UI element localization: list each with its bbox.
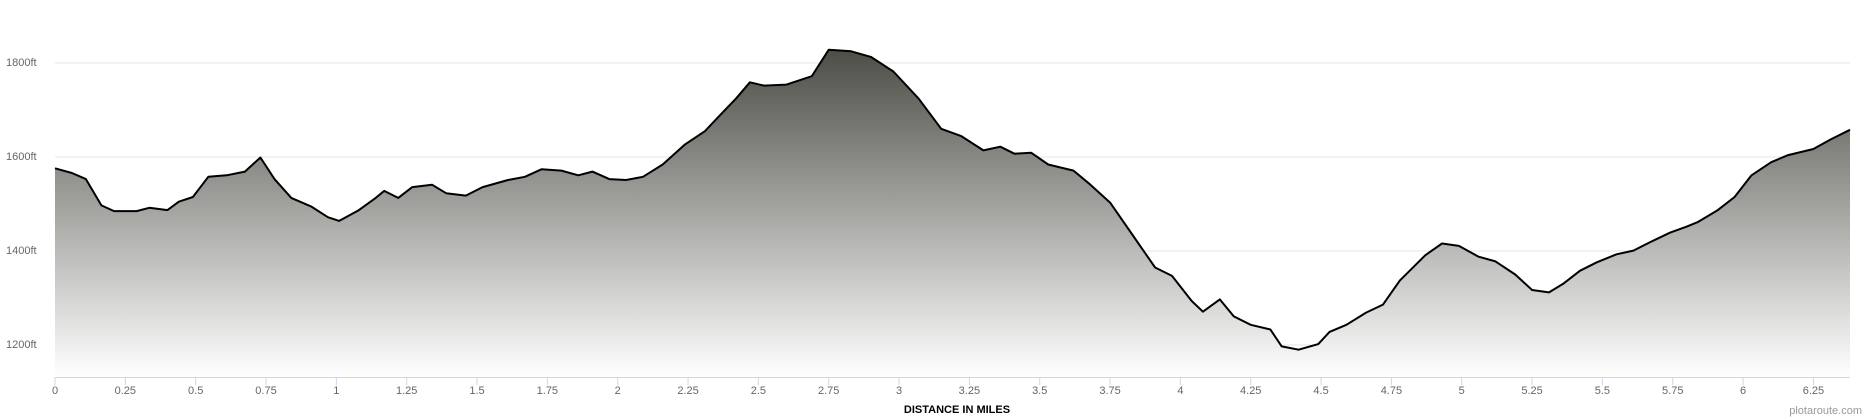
- credit: plotaroute.com: [1789, 405, 1862, 417]
- x-tick-label: 4.75: [1381, 385, 1402, 397]
- x-tick-label: 1: [333, 385, 339, 397]
- x-tick-label: 2.5: [751, 385, 766, 397]
- x-tick-label: 2: [615, 385, 621, 397]
- x-tick-label: 4.25: [1240, 385, 1261, 397]
- x-tick-label: 2.25: [677, 385, 698, 397]
- x-tick-label: 0.5: [188, 385, 203, 397]
- x-tick-label: 5.75: [1662, 385, 1683, 397]
- x-tick-label: 1.5: [469, 385, 484, 397]
- x-tick-label: 3.5: [1032, 385, 1047, 397]
- x-tick-label: 5: [1459, 385, 1465, 397]
- x-tick-label: 6.25: [1803, 385, 1824, 397]
- x-tick-label: 2.75: [818, 385, 839, 397]
- x-tick-label: 6: [1740, 385, 1746, 397]
- x-tick-label: 0.75: [255, 385, 276, 397]
- x-tick-label: 3.25: [959, 385, 980, 397]
- y-tick-label: 1800ft: [6, 57, 37, 69]
- x-tick-label: 5.5: [1595, 385, 1610, 397]
- x-tick-label: 1.75: [537, 385, 558, 397]
- x-tick-label: 3.75: [1099, 385, 1120, 397]
- y-tick-label: 1400ft: [6, 245, 37, 257]
- x-axis-title: DISTANCE IN MILES: [904, 404, 1010, 416]
- area-fill: [55, 49, 1850, 378]
- x-tick-label: 4: [1177, 385, 1183, 397]
- y-tick-label: 1600ft: [6, 151, 37, 163]
- x-tick-label: 5.25: [1521, 385, 1542, 397]
- x-tick-label: 1.25: [396, 385, 417, 397]
- x-tick-label: 0: [52, 385, 58, 397]
- x-tick-label: 3: [896, 385, 902, 397]
- x-tick-label: 0.25: [115, 385, 136, 397]
- elevation-line: [54, 48, 1851, 351]
- y-tick-label: 1200ft: [6, 339, 37, 351]
- x-tick-label: 4.5: [1313, 385, 1328, 397]
